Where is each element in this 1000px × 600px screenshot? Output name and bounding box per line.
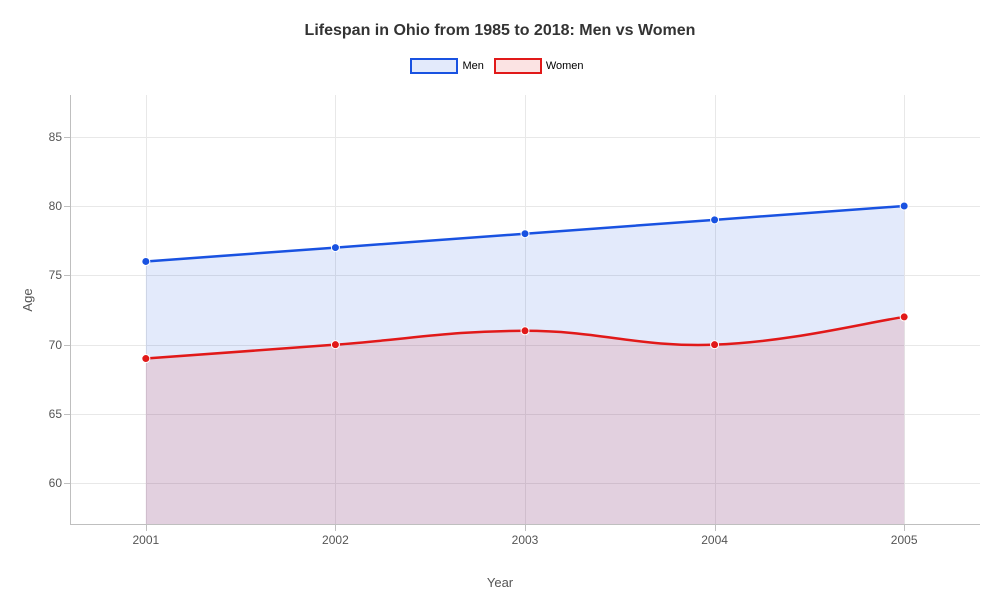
series-marker-men (331, 244, 339, 252)
lifespan-chart: Lifespan in Ohio from 1985 to 2018: Men … (0, 0, 1000, 600)
legend-label-women: Women (546, 60, 584, 72)
legend-swatch-men (410, 58, 458, 74)
x-tick-label: 2004 (701, 525, 728, 547)
series-layer (70, 95, 980, 525)
x-tick-label: 2002 (322, 525, 349, 547)
y-tick-label: 80 (49, 199, 70, 213)
legend-item-women: Women (494, 58, 590, 74)
series-marker-women (900, 313, 908, 321)
series-marker-women (521, 327, 529, 335)
x-tick-label: 2005 (891, 525, 918, 547)
series-marker-men (521, 230, 529, 238)
y-axis-title: Age (20, 288, 35, 311)
y-tick-label: 70 (49, 338, 70, 352)
series-marker-women (711, 341, 719, 349)
series-marker-men (142, 257, 150, 265)
plot-area: 20012002200320042005606570758085 (70, 95, 980, 525)
x-tick-label: 2001 (132, 525, 159, 547)
x-tick-label: 2003 (512, 525, 539, 547)
legend-item-men: Men (410, 58, 489, 74)
y-tick-label: 75 (49, 268, 70, 282)
series-marker-men (711, 216, 719, 224)
chart-legend: Men Women (0, 58, 1000, 74)
y-tick-label: 60 (49, 476, 70, 490)
y-tick-label: 85 (49, 130, 70, 144)
series-marker-men (900, 202, 908, 210)
series-marker-women (331, 341, 339, 349)
legend-label-men: Men (462, 60, 483, 72)
y-tick-label: 65 (49, 407, 70, 421)
legend-swatch-women (494, 58, 542, 74)
series-marker-women (142, 355, 150, 363)
chart-title: Lifespan in Ohio from 1985 to 2018: Men … (0, 0, 1000, 40)
x-axis-title: Year (487, 575, 513, 590)
